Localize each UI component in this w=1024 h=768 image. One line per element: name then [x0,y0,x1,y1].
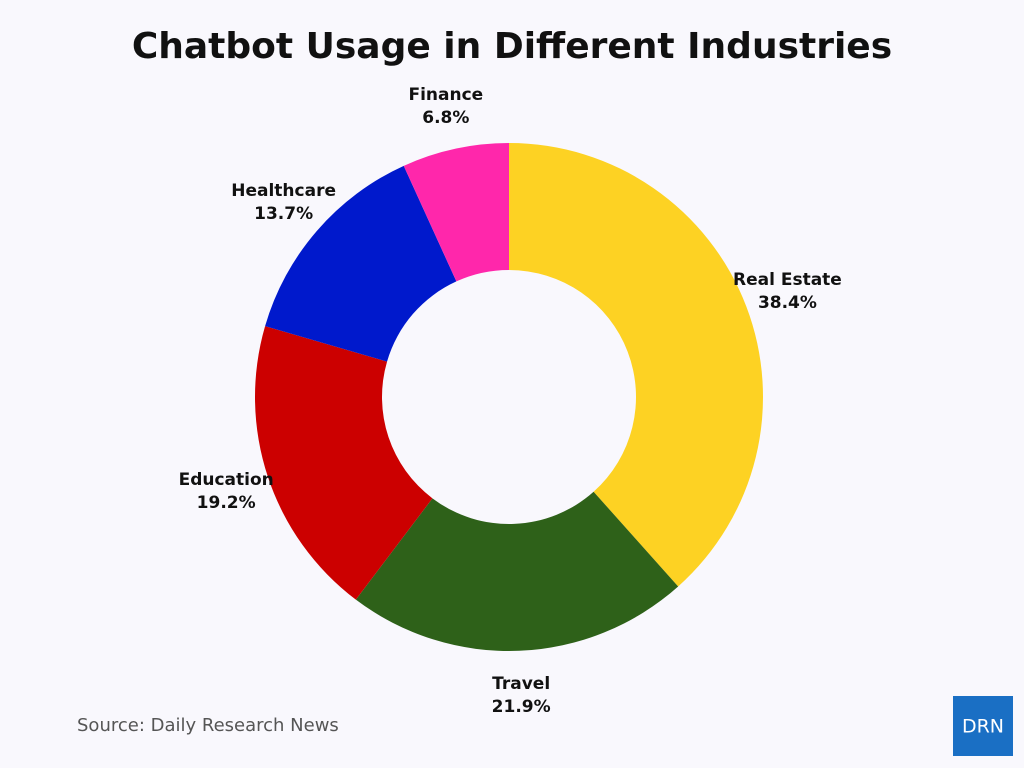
segment-label: Education [179,470,274,490]
segment [355,491,679,652]
logo: DRN [962,716,1004,738]
segment-label: Real Estate [733,270,842,290]
value-label: 21.9% [492,697,551,717]
logo-box [953,696,1013,756]
value-label: 19.2% [197,493,256,513]
value-label: 38.4% [758,293,817,313]
segment [403,143,509,282]
segment [265,165,457,362]
chart-title: Chatbot Usage in Different Industries [132,26,892,67]
value-label: 13.7% [254,204,313,224]
segment-label: Travel [492,674,550,694]
segment [509,143,763,587]
value-label: 6.8% [422,108,469,128]
segment-label: Finance [408,85,483,105]
source: Source: Daily Research News [77,715,339,736]
segment [255,326,433,600]
segment-label: Healthcare [231,181,336,201]
